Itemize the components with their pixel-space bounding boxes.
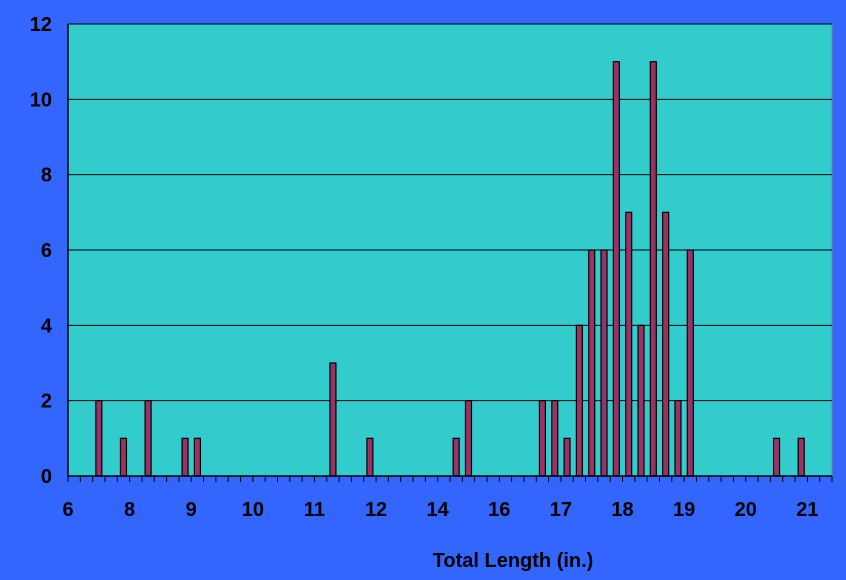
x-tick-label: 16	[488, 499, 510, 521]
histogram-bar	[144, 400, 152, 477]
y-tick-label: 12	[30, 14, 52, 36]
histogram-bar	[625, 211, 633, 477]
y-tick-label: 2	[41, 391, 52, 413]
histogram-bar	[366, 437, 374, 477]
histogram-bar	[452, 437, 460, 477]
histogram-bar	[193, 437, 201, 477]
histogram-bar	[674, 400, 682, 477]
x-tick-label: 9	[186, 499, 197, 521]
histogram-bar	[329, 362, 337, 477]
x-axis-labels: 6891011121416171819202122232527282930	[62, 499, 818, 521]
histogram-bar	[662, 211, 670, 477]
x-tick-label: 12	[365, 499, 387, 521]
histogram-bar	[464, 400, 473, 477]
y-tick-label: 8	[41, 165, 52, 187]
bars	[95, 61, 805, 477]
histogram-bar	[181, 437, 189, 477]
x-tick-label: 17	[550, 499, 572, 521]
y-axis-labels: 0 2 4 6 8 10 12	[30, 14, 53, 488]
histogram-bar	[686, 249, 694, 477]
x-tick-label: 18	[611, 499, 633, 521]
x-tick-label: 20	[735, 499, 757, 521]
histogram-bar	[600, 249, 608, 477]
histogram-bar	[538, 400, 547, 477]
histogram-bar	[649, 61, 657, 477]
histogram-bar	[95, 400, 103, 477]
histogram-bar	[797, 437, 805, 477]
histogram-bar	[772, 437, 781, 477]
x-tick-label: 21	[796, 499, 818, 521]
histogram-bar	[119, 437, 128, 477]
y-tick-label: 10	[30, 89, 52, 111]
x-tick-label: 10	[242, 499, 264, 521]
histogram-bar	[612, 61, 620, 477]
gridlines	[68, 23, 832, 402]
histogram-bar	[563, 437, 571, 477]
histogram-bar	[588, 249, 596, 477]
histogram-bar	[637, 324, 645, 477]
y-tick-label: 0	[41, 466, 52, 488]
x-tick-label: 19	[673, 499, 695, 521]
y-tick-label: 4	[41, 315, 53, 337]
x-axis-title: Total Length (in.)	[433, 550, 594, 572]
x-tick-label: 6	[62, 499, 73, 521]
x-tick-label: 14	[427, 499, 450, 521]
histogram-bar	[575, 324, 583, 477]
histogram-bar	[551, 400, 559, 477]
y-tick-label: 6	[41, 240, 52, 262]
x-tick-label: 11	[304, 499, 325, 521]
x-axis-ticks	[67, 476, 833, 482]
x-tick-label: 8	[124, 499, 135, 521]
